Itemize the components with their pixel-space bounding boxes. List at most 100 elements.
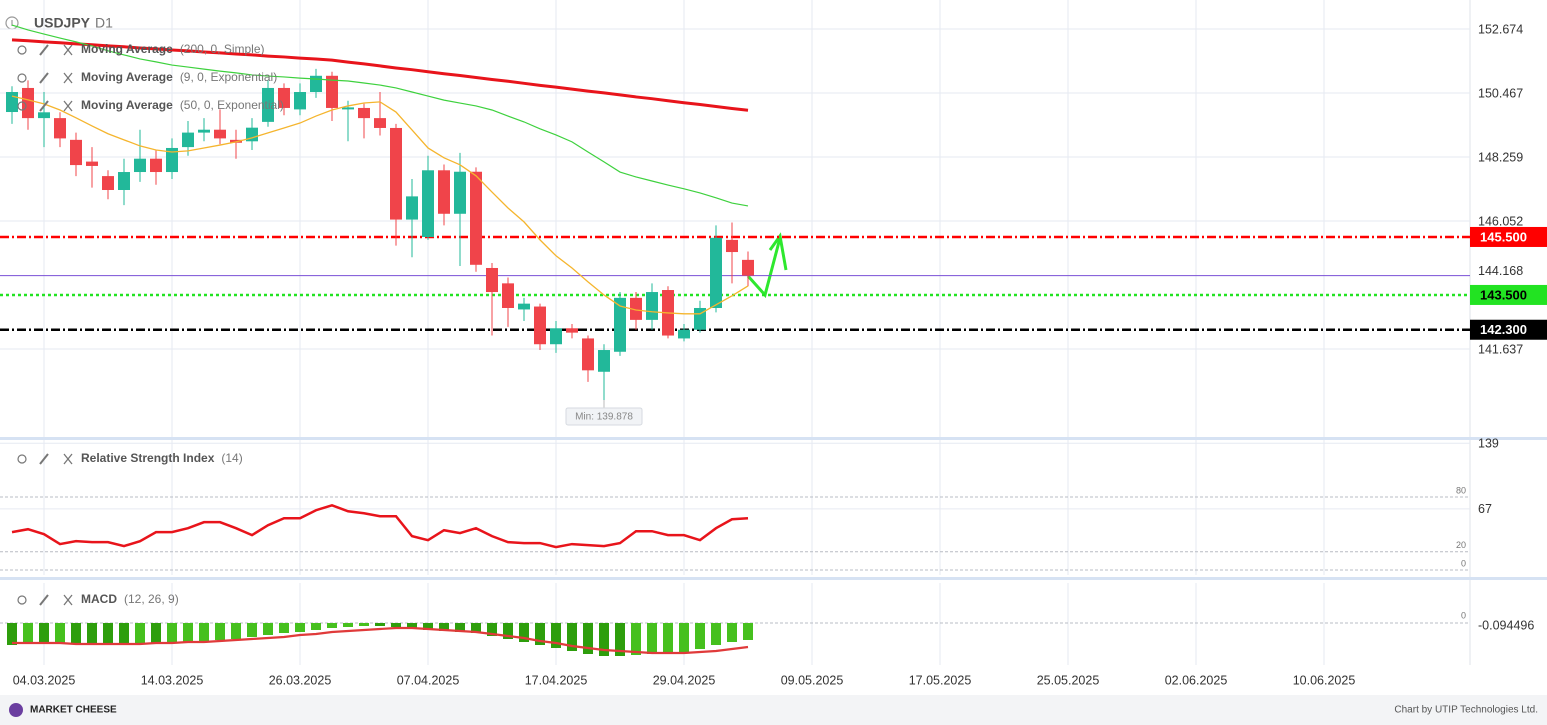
y-tick-label: 0	[1461, 610, 1466, 620]
candle-body	[678, 329, 690, 339]
candle-body	[118, 172, 130, 191]
y-tick-label: -0.094496	[1478, 619, 1534, 633]
logo-icon	[9, 703, 23, 717]
indicator-params: (50, 0, Exponential)	[180, 98, 284, 112]
macd-bar	[39, 623, 49, 644]
indicator-header: Relative Strength Index (14)	[17, 451, 243, 465]
macd-bar	[23, 623, 33, 644]
candle-body	[374, 118, 386, 128]
macd-bar	[119, 623, 129, 645]
macd-bar	[87, 623, 97, 645]
macd-bar	[71, 623, 81, 644]
rsi-level-label: 0	[1461, 558, 1466, 568]
macd-bar	[247, 623, 257, 637]
macd-bar	[167, 623, 177, 643]
macd-bar	[7, 623, 17, 645]
macd-bar	[487, 623, 497, 636]
footer-bar	[0, 695, 1547, 725]
settings-icon	[39, 100, 49, 112]
macd-bar	[311, 623, 321, 630]
panel-separator	[0, 437, 1547, 440]
candle-body	[406, 196, 418, 220]
macd-bar	[103, 623, 113, 645]
indicator-name: Moving Average	[81, 98, 173, 112]
y-tick-label: 67	[1478, 502, 1492, 516]
indicator-name: Moving Average	[81, 42, 173, 56]
candle-body	[470, 171, 482, 265]
macd-bar	[455, 623, 465, 632]
macd-bar	[631, 623, 641, 655]
candle-body	[358, 107, 370, 119]
candle-body	[278, 87, 290, 108]
main-plot	[0, 24, 1470, 400]
y-tick-label: 150.467	[1478, 86, 1523, 100]
footer: MARKET CHEESE Chart by UTIP Technologies…	[9, 703, 1538, 717]
macd-bar	[567, 623, 577, 651]
x-tick-label: 17.04.2025	[525, 673, 588, 687]
candle-body	[726, 239, 738, 253]
macd-bar	[535, 623, 545, 645]
y-tick-label: 152.674	[1478, 22, 1523, 36]
x-tick-label: 10.06.2025	[1293, 673, 1356, 687]
candle-body	[630, 297, 642, 320]
indicator-header: MACD (12, 26, 9)	[17, 592, 179, 606]
candle-body	[198, 129, 210, 133]
candle-body	[182, 132, 194, 148]
candle-body	[326, 75, 338, 108]
macd-bar	[199, 623, 209, 641]
indicator-name: Relative Strength Index	[81, 451, 215, 465]
macd-bar	[471, 623, 481, 633]
y-tick-label: 146.052	[1478, 214, 1523, 228]
close-icon	[63, 44, 73, 56]
x-tick-label: 25.05.2025	[1037, 673, 1100, 687]
level-label: 142.300	[1480, 322, 1527, 337]
macd-bar	[711, 623, 721, 645]
moving-average	[11, 24, 749, 207]
macd-bar	[263, 623, 273, 635]
x-tick-label: 17.05.2025	[909, 673, 972, 687]
indicator-params: (9, 0, Exponential)	[180, 70, 277, 84]
candle-body	[502, 283, 514, 308]
settings-icon	[39, 453, 49, 465]
eye-icon	[17, 73, 27, 83]
candle-body	[550, 328, 562, 345]
indicator-params: (12, 26, 9)	[124, 592, 179, 606]
macd-bar	[135, 623, 145, 644]
timeframe: D1	[95, 15, 113, 31]
candle-body	[422, 170, 434, 237]
indicator-params: (200, 0, Simple)	[180, 42, 265, 56]
settings-icon	[39, 72, 49, 84]
symbol: USDJPY	[34, 15, 91, 31]
rsi-line	[11, 503, 749, 549]
candle-body	[166, 147, 178, 173]
credit: Chart by UTIP Technologies Ltd.	[1394, 705, 1538, 716]
x-tick-label: 07.04.2025	[397, 673, 460, 687]
eye-icon	[17, 45, 27, 55]
candle-body	[262, 87, 274, 122]
candle-body	[54, 118, 66, 139]
macd-bar	[231, 623, 241, 639]
candle-body	[486, 267, 498, 293]
macd-bar	[295, 623, 305, 632]
settings-icon	[39, 44, 49, 56]
y-tick-label: 141.637	[1478, 342, 1523, 356]
candle-body	[150, 158, 162, 173]
close-icon	[63, 594, 73, 606]
candle-body	[454, 171, 466, 214]
candle-body	[582, 338, 594, 371]
candle-body	[134, 158, 146, 173]
macd-bar	[679, 623, 689, 652]
candle-body	[70, 139, 82, 166]
macd-bar	[615, 623, 625, 656]
candle-body	[742, 259, 754, 276]
level-label: 143.500	[1480, 287, 1527, 302]
candle-body	[294, 92, 306, 110]
candle-body	[310, 75, 322, 93]
x-tick-label: 02.06.2025	[1165, 673, 1228, 687]
x-tick-label: 26.03.2025	[269, 673, 332, 687]
indicator-params: (14)	[221, 451, 242, 465]
macd-bar	[519, 623, 529, 642]
x-tick-label: 29.04.2025	[653, 673, 716, 687]
x-tick-label: 14.03.2025	[141, 673, 204, 687]
macd-signal	[12, 626, 749, 655]
